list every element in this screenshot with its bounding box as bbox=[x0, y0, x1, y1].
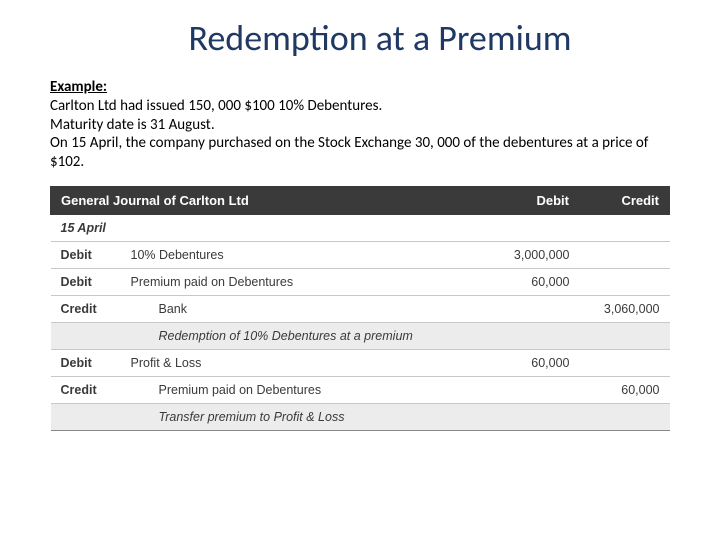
body-line-2: Maturity date is 31 August. bbox=[50, 116, 215, 134]
table-row: Debit Profit & Loss 60,000 bbox=[51, 349, 670, 376]
entry-desc: Profit & Loss bbox=[121, 349, 490, 376]
entry-type: Debit bbox=[51, 349, 121, 376]
narration-text: Redemption of 10% Debentures at a premiu… bbox=[131, 329, 413, 343]
entry-type: Credit bbox=[51, 295, 121, 322]
entry-type: Credit bbox=[51, 376, 121, 403]
table-row: Credit Premium paid on Debentures 60,000 bbox=[51, 376, 670, 403]
entry-credit bbox=[580, 241, 670, 268]
example-label: Example: bbox=[50, 78, 107, 96]
entry-desc: Premium paid on Debentures bbox=[121, 268, 490, 295]
narration: Redemption of 10% Debentures at a premiu… bbox=[121, 322, 490, 349]
cell bbox=[580, 214, 670, 241]
cell bbox=[121, 214, 490, 241]
body-text: Example: Carlton Ltd had issued 150, 000… bbox=[50, 78, 670, 172]
cell bbox=[51, 403, 121, 430]
entry-credit: 3,060,000 bbox=[580, 295, 670, 322]
date-cell: 15 April bbox=[51, 214, 121, 241]
table-row: Debit 10% Debentures 3,000,000 bbox=[51, 241, 670, 268]
table-row: Debit Premium paid on Debentures 60,000 bbox=[51, 268, 670, 295]
body-line-3: On 15 April, the company purchased on th… bbox=[50, 134, 648, 171]
entry-debit bbox=[490, 295, 580, 322]
entry-type: Debit bbox=[51, 241, 121, 268]
entry-desc-text: Bank bbox=[131, 302, 188, 316]
slide: Redemption at a Premium Example: Carlton… bbox=[0, 0, 720, 451]
table-row: Credit Bank 3,060,000 bbox=[51, 295, 670, 322]
cell bbox=[580, 322, 670, 349]
entry-desc: Premium paid on Debentures bbox=[121, 376, 490, 403]
entry-credit bbox=[580, 268, 670, 295]
journal-table: General Journal of Carlton Ltd Debit Cre… bbox=[50, 186, 670, 431]
entry-debit: 60,000 bbox=[490, 268, 580, 295]
cell bbox=[580, 403, 670, 430]
table-header-row: General Journal of Carlton Ltd Debit Cre… bbox=[51, 186, 670, 214]
cell bbox=[490, 322, 580, 349]
date-row: 15 April bbox=[51, 214, 670, 241]
entry-desc: 10% Debentures bbox=[121, 241, 490, 268]
entry-credit: 60,000 bbox=[580, 376, 670, 403]
narration-text: Transfer premium to Profit & Loss bbox=[131, 410, 345, 424]
narration-row: Redemption of 10% Debentures at a premiu… bbox=[51, 322, 670, 349]
entry-desc: Bank bbox=[121, 295, 490, 322]
header-title: General Journal of Carlton Ltd bbox=[51, 186, 490, 214]
entry-type: Debit bbox=[51, 268, 121, 295]
cell bbox=[490, 403, 580, 430]
entry-debit: 3,000,000 bbox=[490, 241, 580, 268]
narration-row: Transfer premium to Profit & Loss bbox=[51, 403, 670, 430]
slide-title: Redemption at a Premium bbox=[90, 16, 670, 60]
entry-debit: 60,000 bbox=[490, 349, 580, 376]
header-debit: Debit bbox=[490, 186, 580, 214]
narration: Transfer premium to Profit & Loss bbox=[121, 403, 490, 430]
body-line-1: Carlton Ltd had issued 150, 000 $100 10%… bbox=[50, 97, 382, 115]
entry-desc-text: Premium paid on Debentures bbox=[131, 383, 322, 397]
entry-debit bbox=[490, 376, 580, 403]
cell bbox=[490, 214, 580, 241]
cell bbox=[51, 322, 121, 349]
header-credit: Credit bbox=[580, 186, 670, 214]
entry-credit bbox=[580, 349, 670, 376]
